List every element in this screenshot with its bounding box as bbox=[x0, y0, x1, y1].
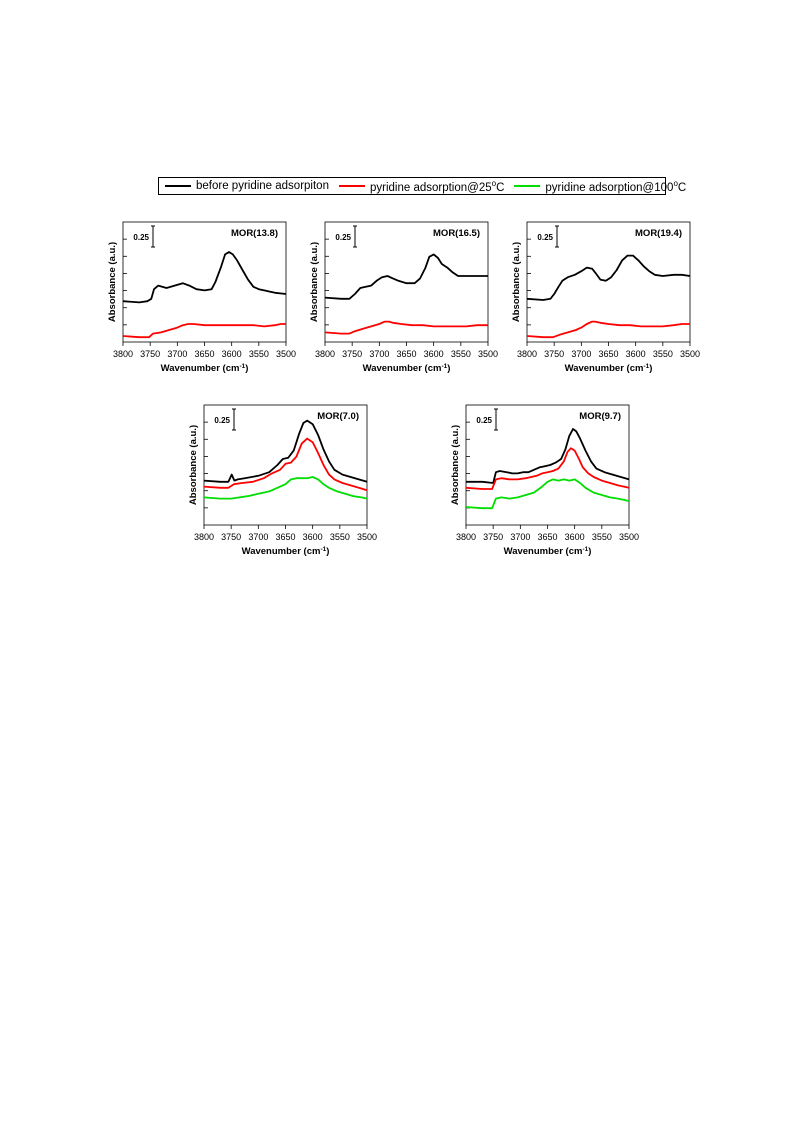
chart-title: MOR(16.5) bbox=[433, 228, 480, 239]
x-tick-label: 3550 bbox=[451, 349, 471, 359]
x-tick-label: 3750 bbox=[544, 349, 564, 359]
series-line bbox=[465, 478, 630, 510]
scale-bar-label: 0.25 bbox=[335, 233, 351, 242]
x-tick-label: 3650 bbox=[275, 532, 295, 542]
y-axis-label: Absorbance (a.u.) bbox=[309, 242, 320, 322]
chart-title: MOR(13.8) bbox=[231, 228, 278, 239]
x-tick-label: 3500 bbox=[276, 349, 296, 359]
x-tick-label: 3550 bbox=[653, 349, 673, 359]
series-line bbox=[465, 447, 630, 490]
x-tick-label: 3500 bbox=[619, 532, 639, 542]
series-line bbox=[122, 323, 286, 339]
x-tick-label: 3800 bbox=[194, 532, 214, 542]
series-line bbox=[203, 419, 368, 483]
x-tick-label: 3650 bbox=[194, 349, 214, 359]
x-tick-label: 3550 bbox=[330, 532, 350, 542]
x-axis-label: Wavenumber (cm-1) bbox=[504, 546, 592, 558]
y-axis-label: Absorbance (a.u.) bbox=[107, 242, 118, 322]
x-tick-label: 3800 bbox=[517, 349, 537, 359]
x-tick-label: 3750 bbox=[483, 532, 503, 542]
x-tick-label: 3750 bbox=[221, 532, 241, 542]
chart-mor-13-8: 3800 3750 3700 3650 3600 3550 3500 Wavenumber (… bbox=[107, 221, 296, 375]
scale-bar-label: 0.25 bbox=[133, 233, 149, 242]
scale-bar-label: 0.25 bbox=[537, 233, 553, 242]
x-tick-label: 3650 bbox=[598, 349, 618, 359]
x-tick-label: 3600 bbox=[303, 532, 323, 542]
y-axis-label: Absorbance (a.u.) bbox=[511, 242, 522, 322]
x-tick-label: 3600 bbox=[222, 349, 242, 359]
legend-item-25c: pyridine adsorption@25oC bbox=[338, 178, 505, 194]
x-tick-label: 3800 bbox=[456, 532, 476, 542]
x-tick-label: 3500 bbox=[680, 349, 700, 359]
legend-item-100c: pyridine adsorption@100oC bbox=[514, 178, 687, 194]
x-tick-label: 3650 bbox=[396, 349, 416, 359]
scale-bar-label: 0.25 bbox=[214, 416, 230, 425]
x-axis-label: Wavenumber (cm-1) bbox=[242, 546, 330, 558]
series-line bbox=[466, 428, 630, 484]
x-tick-label: 3700 bbox=[167, 349, 187, 359]
chart-mor-9-7: 3800 3750 3700 3650 3600 3550 3500 Wavenumber (… bbox=[450, 404, 639, 558]
x-tick-label: 3550 bbox=[592, 532, 612, 542]
series-line bbox=[526, 254, 691, 301]
series-line bbox=[122, 251, 287, 304]
x-tick-label: 3650 bbox=[537, 532, 557, 542]
x-tick-label: 3500 bbox=[478, 349, 498, 359]
x-tick-label: 3500 bbox=[357, 532, 377, 542]
legend-label: before pyridine adsorpiton bbox=[196, 180, 329, 192]
x-tick-label: 3700 bbox=[571, 349, 591, 359]
legend-swatch-red bbox=[338, 184, 365, 187]
series-line bbox=[526, 320, 690, 339]
legend-swatch-black bbox=[165, 185, 191, 187]
legend-swatch-green bbox=[514, 184, 541, 187]
chart-title: MOR(9.7) bbox=[579, 411, 621, 422]
x-tick-label: 3800 bbox=[113, 349, 133, 359]
chart-mor-16-5: 3800 3750 3700 3650 3600 3550 3500 Wavenumber (… bbox=[309, 221, 498, 375]
chart-title: MOR(19.4) bbox=[635, 228, 682, 239]
series-line bbox=[324, 253, 488, 300]
series-line bbox=[203, 476, 368, 500]
chart-title: MOR(7.0) bbox=[317, 411, 359, 422]
legend-item-before: before pyridine adsorpiton bbox=[165, 180, 329, 192]
x-axis-label: Wavenumber (cm-1) bbox=[363, 363, 451, 375]
x-tick-label: 3600 bbox=[565, 532, 585, 542]
x-tick-label: 3600 bbox=[424, 349, 444, 359]
scale-bar-label: 0.25 bbox=[476, 416, 492, 425]
x-tick-label: 3550 bbox=[249, 349, 269, 359]
x-tick-label: 3700 bbox=[248, 532, 268, 542]
chart-mor-19-4: 3800 3750 3700 3650 3600 3550 3500 Wavenumber (… bbox=[511, 221, 700, 375]
x-tick-label: 3700 bbox=[510, 532, 530, 542]
x-tick-label: 3700 bbox=[369, 349, 389, 359]
series-line bbox=[324, 320, 488, 335]
legend: before pyridine adsorpiton pyridine adso… bbox=[158, 177, 686, 195]
legend-label: pyridine adsorption@100oC bbox=[545, 178, 687, 194]
x-tick-label: 3600 bbox=[626, 349, 646, 359]
y-axis-label: Absorbance (a.u.) bbox=[450, 425, 461, 505]
x-axis-label: Wavenumber (cm-1) bbox=[161, 363, 249, 375]
x-axis-label: Wavenumber (cm-1) bbox=[565, 363, 653, 375]
y-axis-label: Absorbance (a.u.) bbox=[188, 425, 199, 505]
chart-mor-7-0: 3800 3750 3700 3650 3600 3550 3500 Wavenumber (… bbox=[188, 404, 377, 558]
x-tick-label: 3750 bbox=[342, 349, 362, 359]
x-tick-label: 3800 bbox=[315, 349, 335, 359]
x-tick-label: 3750 bbox=[140, 349, 160, 359]
legend-label: pyridine adsorption@25oC bbox=[369, 178, 505, 194]
series-line bbox=[203, 437, 368, 492]
